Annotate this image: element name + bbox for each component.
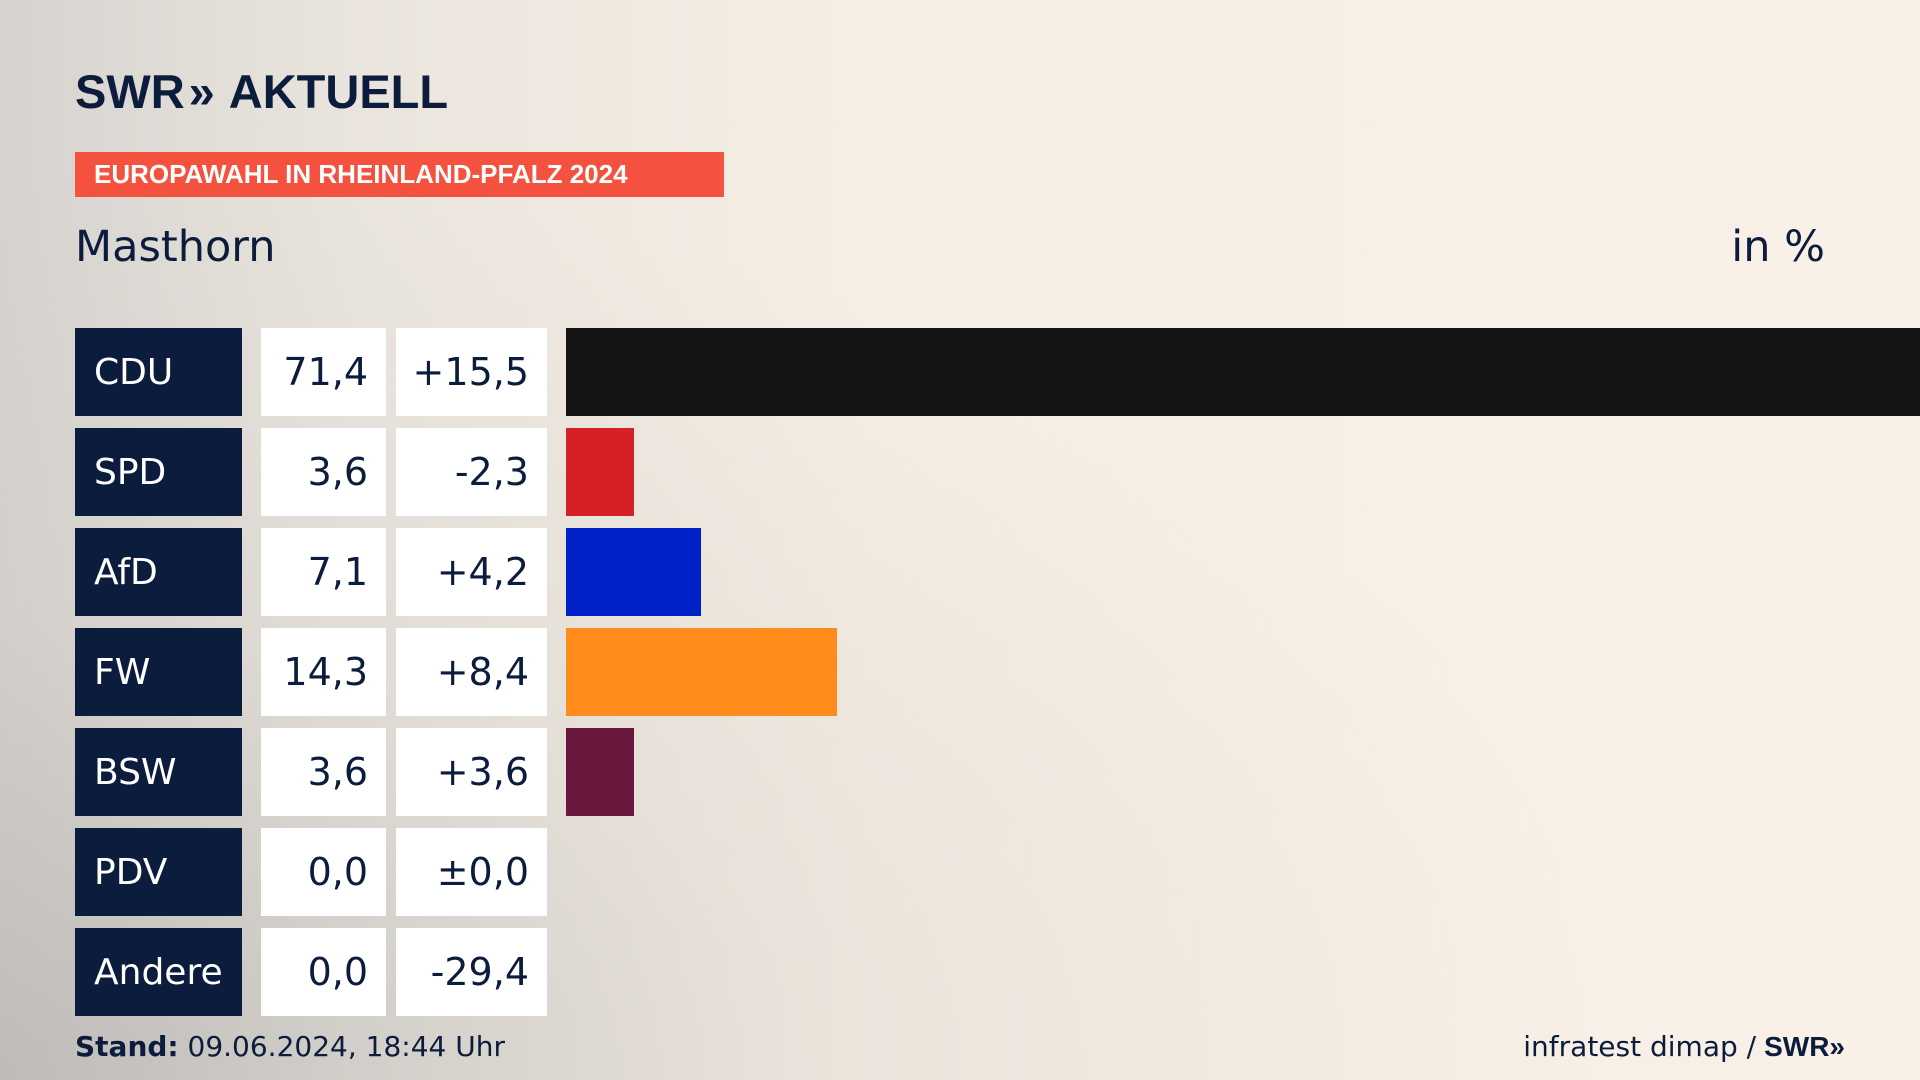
vote-share-value: 71,4 bbox=[261, 328, 386, 416]
vote-share-value: 0,0 bbox=[261, 928, 386, 1016]
vote-share-bar bbox=[566, 328, 1920, 416]
vote-change-value: -2,3 bbox=[396, 428, 547, 516]
source-credit: infratest dimap / SWR» bbox=[1523, 1030, 1845, 1063]
vote-change-value: +8,4 bbox=[396, 628, 547, 716]
party-label: CDU bbox=[75, 328, 242, 416]
vote-share-value: 3,6 bbox=[261, 428, 386, 516]
source-text: infratest dimap / bbox=[1523, 1030, 1757, 1063]
party-label: FW bbox=[75, 628, 242, 716]
vote-change-value: +4,2 bbox=[396, 528, 547, 616]
vote-change-value: +3,6 bbox=[396, 728, 547, 816]
vote-share-value: 0,0 bbox=[261, 828, 386, 916]
stand-value: 09.06.2024, 18:44 Uhr bbox=[178, 1030, 505, 1063]
logo-chevron-icon: » bbox=[188, 64, 215, 118]
logo-aktuell: AKTUELL bbox=[228, 64, 449, 118]
page-title: Masthorn bbox=[75, 222, 276, 272]
party-label: Andere bbox=[75, 928, 242, 1016]
party-label: AfD bbox=[75, 528, 242, 616]
unit-label: in % bbox=[1731, 222, 1825, 272]
stand-label: Stand: bbox=[75, 1030, 179, 1063]
vote-change-value: ±0,0 bbox=[396, 828, 547, 916]
vote-share-value: 7,1 bbox=[261, 528, 386, 616]
vote-change-value: -29,4 bbox=[396, 928, 547, 1016]
vote-change-value: +15,5 bbox=[396, 328, 547, 416]
vote-share-bar bbox=[566, 528, 701, 616]
vote-share-bar bbox=[566, 428, 635, 516]
election-banner: EUROPAWAHL IN RHEINLAND-PFALZ 2024 bbox=[75, 152, 724, 197]
party-label: PDV bbox=[75, 828, 242, 916]
party-label: SPD bbox=[75, 428, 242, 516]
vote-share-bar bbox=[566, 728, 635, 816]
swr-aktuell-logo: SWR » AKTUELL bbox=[75, 64, 449, 118]
party-label: BSW bbox=[75, 728, 242, 816]
source-swr-logo: SWR» bbox=[1764, 1030, 1845, 1062]
vote-share-bar bbox=[566, 628, 838, 716]
logo-swr: SWR bbox=[75, 64, 185, 118]
timestamp: Stand: 09.06.2024, 18:44 Uhr bbox=[75, 1030, 505, 1063]
vote-share-value: 14,3 bbox=[261, 628, 386, 716]
vote-share-value: 3,6 bbox=[261, 728, 386, 816]
